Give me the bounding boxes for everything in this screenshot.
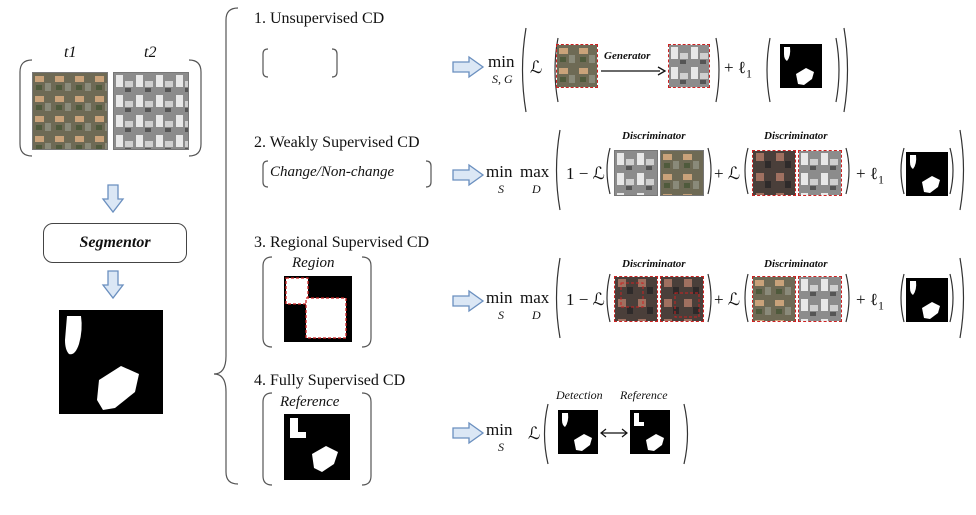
mask-row1 <box>780 44 822 88</box>
loss-symbol: ℒ <box>530 58 543 77</box>
down-arrow-icon <box>101 270 125 300</box>
l1-subscript: 1 <box>745 66 752 81</box>
row-title-regional: 3. Regional Supervised CD <box>254 234 430 251</box>
right-arrow-icon <box>452 289 485 313</box>
pair-image-a <box>614 150 658 196</box>
image-t1 <box>32 72 108 150</box>
discriminator-label: Discriminator <box>764 130 828 142</box>
weak-input-brackets <box>262 160 432 188</box>
plus-loss: + ℒ <box>714 164 741 183</box>
max-subscript: D <box>532 308 541 322</box>
region-label: Region <box>292 255 335 271</box>
min-operator: min <box>486 288 513 307</box>
pair-image-c <box>752 150 796 196</box>
formula-paren <box>543 403 689 465</box>
min-subscript: S <box>498 182 504 196</box>
formula-paren <box>555 257 965 339</box>
region-pair-b <box>660 276 704 322</box>
one-minus-loss: 1 − ℒ <box>566 164 605 183</box>
discriminator-label: Discriminator <box>622 130 686 142</box>
curly-brace <box>213 7 239 485</box>
generator-label: Generator <box>604 50 651 62</box>
region-mask <box>284 276 352 342</box>
formula-paren <box>555 129 965 211</box>
label-t1: t1 <box>64 44 77 61</box>
min-operator: min <box>486 420 513 439</box>
region-brackets <box>262 256 372 348</box>
reference-brackets <box>262 392 372 486</box>
change-nonchange-label: Change/Non-change <box>270 164 395 180</box>
segmentation-output <box>59 310 163 414</box>
label-t2: t2 <box>144 44 157 61</box>
max-operator: max <box>520 162 550 181</box>
min-subscript: S, G <box>492 72 513 86</box>
right-arrow-icon <box>452 421 485 445</box>
discriminator-label: Discriminator <box>622 258 686 270</box>
l1-subscript: 1 <box>877 172 884 187</box>
plus-l1-text: + ℓ <box>856 290 878 309</box>
reference-mask-small <box>630 410 670 454</box>
region-pair-a <box>614 276 658 322</box>
min-subscript: S <box>498 440 504 454</box>
row-title-weakly: 2. Weakly Supervised CD <box>254 134 420 151</box>
row-title-fully: 4. Fully Supervised CD <box>254 372 406 389</box>
l1-subscript: 1 <box>877 298 884 313</box>
image-t2 <box>113 72 189 150</box>
row-title-unsupervised: 1. Unsupervised CD <box>254 10 385 27</box>
reference-mask <box>284 414 350 480</box>
formula-paren <box>521 27 849 113</box>
min-subscript: S <box>498 308 504 322</box>
min-operator: min <box>486 162 513 181</box>
region-pair-c <box>752 276 796 322</box>
right-arrow-icon <box>452 55 485 79</box>
plus-l1: + ℓ1 <box>856 290 884 313</box>
plus-l1-text: + ℓ <box>856 164 878 183</box>
detection-mask <box>558 410 598 454</box>
reference-caption: Reference <box>620 388 668 402</box>
segmentor-label: Segmentor <box>79 234 151 251</box>
plus-l1: + ℓ1 <box>724 58 752 81</box>
right-arrow-icon <box>452 163 485 187</box>
one-minus-loss: 1 − ℒ <box>566 290 605 309</box>
plus-l1: + ℓ1 <box>856 164 884 187</box>
segmentor-box: Segmentor <box>43 223 187 263</box>
max-operator: max <box>520 288 550 307</box>
pair-image-b <box>660 150 704 196</box>
generator-arrow-icon <box>601 66 667 76</box>
input-image-row1 <box>556 44 598 88</box>
plus-l1-text: + ℓ <box>724 58 746 77</box>
mask-row2 <box>906 152 948 196</box>
down-arrow-icon <box>101 184 125 214</box>
input-pair-brackets <box>19 59 202 157</box>
plus-loss: + ℒ <box>714 290 741 309</box>
empty-input-brackets <box>262 48 338 78</box>
min-operator: min <box>488 52 515 71</box>
discriminator-label: Discriminator <box>764 258 828 270</box>
mask-row3 <box>906 278 948 322</box>
max-subscript: D <box>532 182 541 196</box>
region-pair-d <box>798 276 842 322</box>
double-arrow-icon <box>600 428 628 438</box>
generated-image-row1 <box>668 44 710 88</box>
detection-label: Detection <box>556 388 603 402</box>
pair-image-d <box>798 150 842 196</box>
reference-label: Reference <box>280 394 340 410</box>
loss-symbol: ℒ <box>528 424 541 443</box>
